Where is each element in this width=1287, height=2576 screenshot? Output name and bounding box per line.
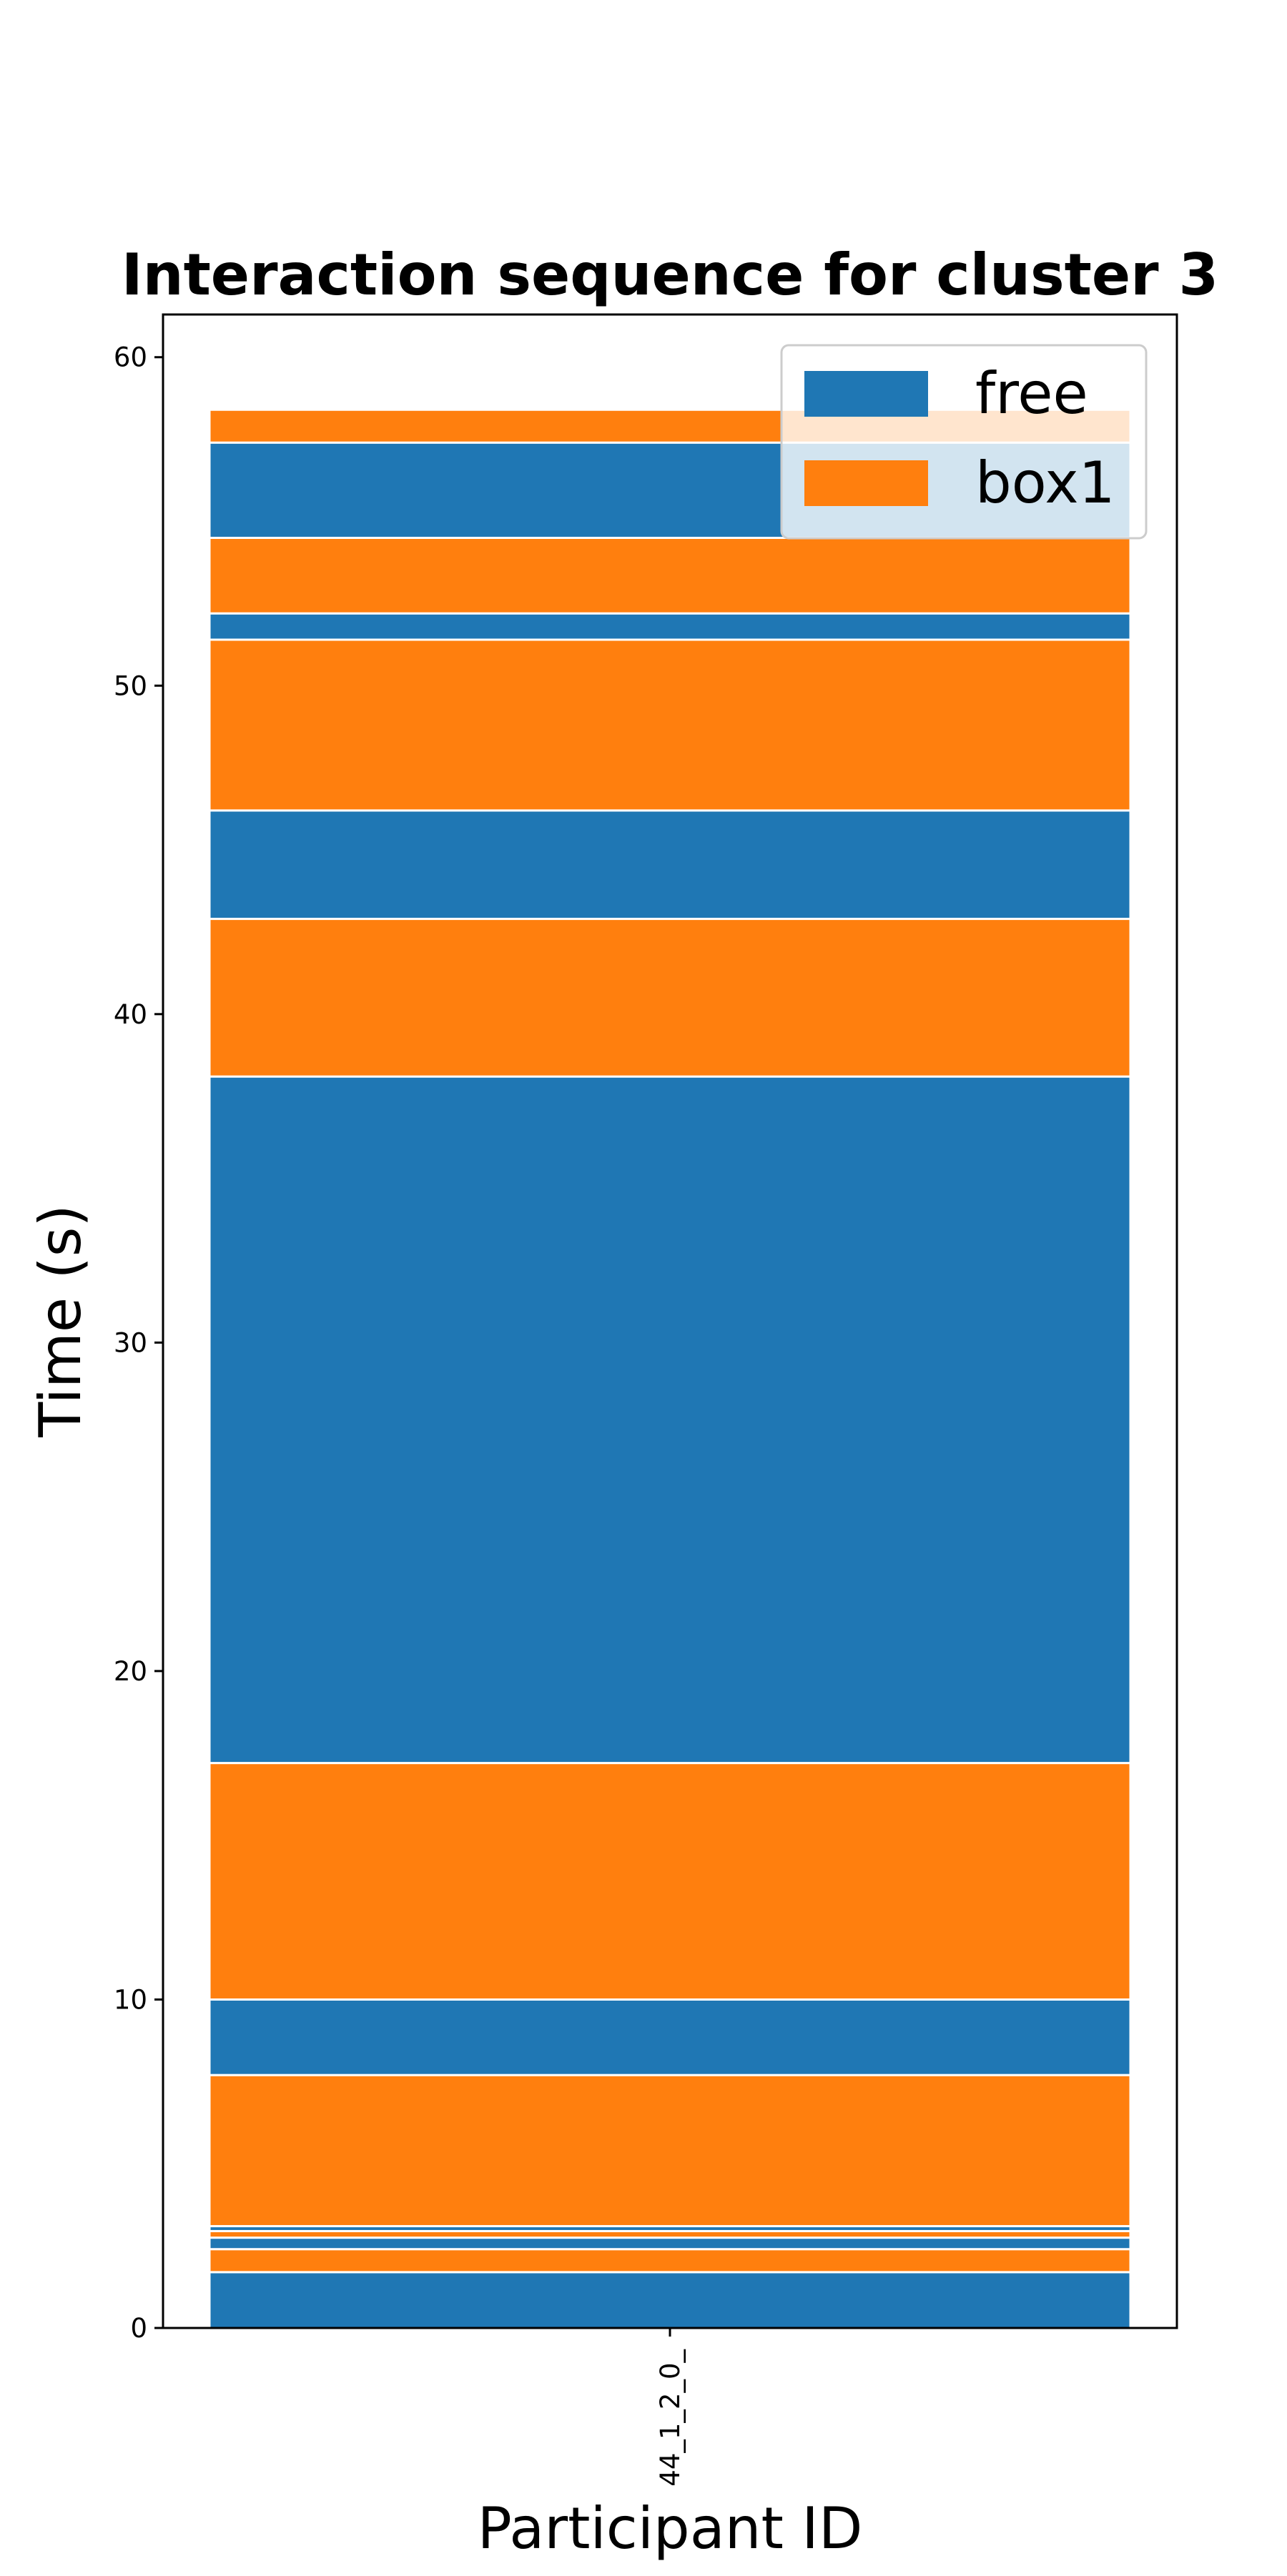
x-axis-label: Participant ID [478, 2495, 863, 2562]
bar-segment-free [208, 2236, 1132, 2251]
bar-segment-free [208, 1998, 1132, 2076]
y-tick-label: 60 [114, 342, 147, 373]
y-tick-label: 0 [130, 2313, 147, 2344]
y-axis-label: Time (s) [27, 1204, 94, 1437]
bar-segments [208, 408, 1132, 2329]
bar-segment-free [208, 1075, 1132, 1765]
y-axis-ticks: 0 10 20 30 40 50 60 [114, 342, 163, 2344]
x-axis-ticks: 44_1_2_0_ [655, 2328, 686, 2487]
y-tick-label: 40 [114, 999, 147, 1030]
y-tick-label: 50 [114, 670, 147, 701]
chart-title: Interaction sequence for cluster 3 [122, 242, 1218, 308]
plot-area-frame [162, 313, 1178, 2329]
bar-segment-box1 [208, 2248, 1132, 2274]
legend-swatch-free [804, 371, 928, 417]
bar-segment-box1 [208, 1762, 1132, 2001]
y-tick-label: 30 [114, 1327, 147, 1358]
legend: free box1 [780, 344, 1148, 540]
bar-segment-box1 [208, 2074, 1132, 2228]
y-tick-label: 10 [114, 1984, 147, 2015]
bar-segment-box1 [208, 638, 1132, 812]
y-tick-label: 20 [114, 1656, 147, 1687]
legend-label-free: free [975, 360, 1088, 427]
bar-segment-free [208, 612, 1132, 641]
legend-swatch-box1 [804, 460, 928, 506]
bar-segment-box1 [208, 918, 1132, 1078]
bar-segment-box1 [208, 536, 1132, 615]
bar-segment-free [208, 809, 1132, 921]
legend-label-box1: box1 [975, 450, 1115, 516]
x-tick-label: 44_1_2_0_ [655, 2349, 686, 2487]
bar-segment-free [208, 2271, 1132, 2329]
